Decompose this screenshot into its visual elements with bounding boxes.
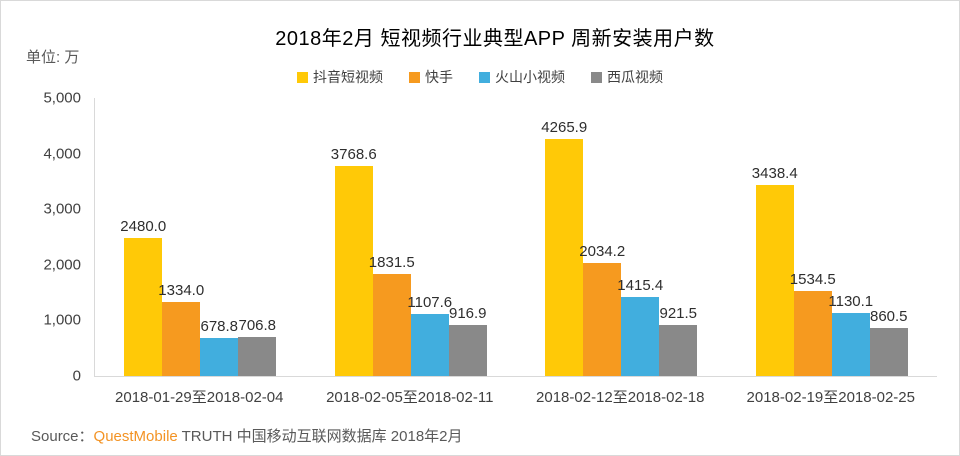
x-axis-label-1: 2018-01-29至2018-02-04	[115, 389, 284, 406]
source-prefix: Source：	[31, 428, 94, 445]
legend-label: 火山小视频	[495, 69, 565, 85]
legend-swatch-icon	[591, 71, 602, 83]
legend-swatch-icon	[409, 71, 420, 83]
bar-value-label: 1130.1	[828, 293, 874, 311]
bar-series-1-group-4: 3438.4	[752, 165, 798, 376]
legend-label: 抖音短视频	[313, 69, 383, 85]
bar-series-4-group-2: 916.9	[448, 305, 487, 376]
bar-value-label: 1534.5	[789, 270, 836, 288]
bar-series-2-group-2: 1831.5	[369, 254, 415, 376]
source-brand: QuestMobile	[93, 428, 178, 445]
bar-series-2-group-1: 1334.0	[158, 282, 204, 376]
bar-value-label: 706.8	[238, 316, 277, 334]
x-axis-label-4: 2018-02-19至2018-02-25	[746, 389, 915, 406]
bar-series-3-group-1: 678.8	[200, 318, 239, 376]
legend-label: 西瓜视频	[607, 69, 663, 85]
bar-series-3-group-3: 1415.4	[617, 277, 663, 376]
legend-swatch-icon	[297, 71, 308, 83]
y-axis: 5,000 4,000 3,000 2,000 1,000 0	[1, 90, 81, 385]
bar-series-2-group-3: 2034.2	[579, 243, 625, 376]
bar-value-label: 1831.5	[368, 254, 415, 272]
bar-series-1-group-2: 3768.6	[331, 146, 377, 376]
bar-groups: 2480.0 1334.0 678.8 706.8 3768.6 1831.5 1107.6…	[95, 98, 937, 376]
bar-series-3-group-2: 1107.6	[407, 294, 452, 376]
x-axis-labels: 2018-01-29至2018-02-04 2018-02-05至2018-02-…	[94, 386, 936, 407]
bar-series-1-group-1: 2480.0	[120, 218, 166, 376]
y-tick-label: 2,000	[43, 256, 81, 274]
bar-series-4-group-3: 921.5	[659, 305, 698, 376]
bar-value-label: 860.5	[869, 308, 908, 326]
bar-series-4-group-4: 860.5	[869, 308, 908, 376]
bar-series-4-group-1: 706.8	[238, 317, 277, 376]
bar-value-label: 1334.0	[158, 281, 205, 299]
bar-series-3-group-4: 1130.1	[828, 293, 873, 376]
bar-value-label: 2034.2	[579, 242, 626, 260]
bar-series-1-group-3: 4265.9	[541, 119, 587, 376]
y-tick-label: 5,000	[43, 89, 81, 107]
bar-value-label: 3438.4	[751, 164, 798, 182]
bar-value-label: 916.9	[448, 305, 487, 323]
bar-group-1: 2480.0 1334.0 678.8 706.8	[95, 218, 306, 376]
bar-group-3: 4265.9 2034.2 1415.4 921.5	[516, 119, 727, 376]
x-axis-label-3: 2018-02-12至2018-02-18	[536, 389, 705, 406]
bar-group-4: 3438.4 1534.5 1130.1 860.5	[727, 165, 938, 376]
legend-item-3: 火山小视频	[479, 67, 565, 87]
legend-item-4: 西瓜视频	[591, 67, 663, 87]
y-tick-label: 3,000	[43, 200, 81, 218]
bar-group-2: 3768.6 1831.5 1107.6 916.9	[306, 146, 517, 376]
source-rest: TRUTH 中国移动互联网数据库 2018年2月	[177, 428, 463, 445]
chart-title: 2018年2月 短视频行业典型APP 周新安装用户数	[275, 28, 715, 50]
bar-series-2-group-4: 1534.5	[790, 271, 836, 376]
bar-value-label: 1107.6	[407, 294, 453, 312]
plot-area: 2480.0 1334.0 678.8 706.8 3768.6 1831.5 1107.6…	[94, 98, 937, 377]
source-line: Source：QuestMobile TRUTH 中国移动互联网数据库 2018…	[31, 425, 463, 446]
unit-label: 单位: 万	[26, 49, 80, 66]
legend: 抖音短视频 快手 火山小视频 西瓜视频	[1, 67, 959, 87]
bar-value-label: 4265.9	[541, 118, 588, 136]
bar-value-label: 2480.0	[120, 218, 167, 236]
legend-item-2: 快手	[409, 67, 453, 87]
legend-label: 快手	[425, 69, 453, 85]
y-tick-label: 0	[72, 367, 81, 385]
bar-value-label: 678.8	[200, 318, 239, 336]
y-tick-label: 4,000	[43, 145, 81, 163]
legend-swatch-icon	[479, 71, 490, 83]
y-tick-label: 1,000	[43, 311, 81, 329]
bar-value-label: 3768.6	[330, 146, 377, 164]
bar-value-label: 921.5	[659, 304, 698, 322]
x-axis-label-2: 2018-02-05至2018-02-11	[326, 389, 494, 406]
bar-value-label: 1415.4	[617, 277, 664, 295]
legend-item-1: 抖音短视频	[297, 67, 383, 87]
